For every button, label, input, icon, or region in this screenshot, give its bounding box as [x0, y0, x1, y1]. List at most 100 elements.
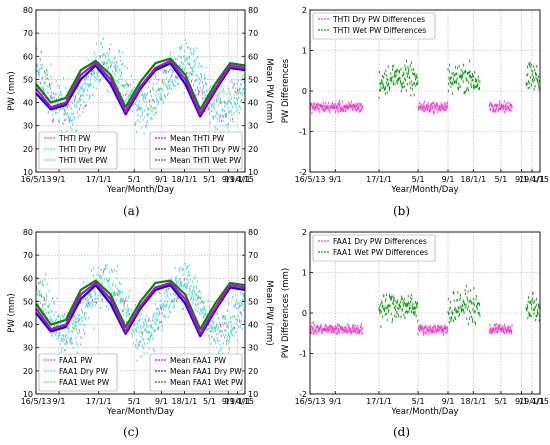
y-tick-label: 60: [23, 52, 33, 61]
y-tick-label-right: 50: [248, 75, 258, 84]
legend-marker: [164, 148, 166, 150]
y-tick-label-right: 60: [248, 274, 258, 283]
legend-marker: [155, 381, 157, 383]
legend-marker: [44, 137, 46, 139]
legend-marker: [44, 370, 46, 372]
x-tick-label: 19/1/1: [225, 397, 251, 406]
x-tick-label: 9/1: [442, 397, 455, 406]
legend-left: FAA1 PW FAA1 Dry PW FAA1 Wet PW: [38, 353, 118, 392]
x-tick-label: 5/1: [494, 397, 507, 406]
y-tick-label: 20: [23, 145, 33, 154]
x-tick-label: 18/1/1: [460, 175, 486, 184]
legend-marker: [161, 137, 163, 139]
legend-marker: [318, 18, 320, 20]
x-tick-label: 9/1: [442, 175, 455, 184]
legend-marker: [44, 159, 46, 161]
x-tick-label: 18/1/1: [172, 397, 198, 406]
x-tick-label: 5/1: [128, 397, 141, 406]
x-tick-label: 19/1/1: [519, 175, 545, 184]
legend-marker: [318, 251, 320, 253]
x-tick-label: 4/15: [531, 175, 549, 184]
legend-box: [149, 353, 243, 392]
x-tick-label: 17/1/1: [366, 175, 392, 184]
legend-label: THTI Wet PW Differences: [332, 26, 426, 35]
y-tick-label: 60: [23, 274, 33, 283]
y-tick-label: 50: [23, 75, 33, 84]
legend: THTI Dry PW Differences THTI Wet PW Diffe…: [312, 12, 436, 40]
legend-box: [312, 12, 436, 40]
legend-marker: [155, 370, 157, 372]
legend-right: Mean FAA1 PW Mean FAA1 Dry PW Mean FAA1 We…: [149, 353, 244, 392]
x-tick-label: 17/1/1: [86, 175, 112, 184]
legend-marker: [44, 148, 46, 150]
x-tick-label: 9/1: [53, 397, 66, 406]
plot-frame: [35, 9, 246, 173]
legend-marker: [155, 148, 157, 150]
y-tick-label: 1: [302, 47, 307, 56]
legend-marker: [161, 148, 163, 150]
legend-marker: [47, 359, 49, 361]
legend-marker: [158, 381, 160, 383]
x-axis-label: Year/Month/Day: [390, 185, 458, 195]
x-tick-label: 16/5/13: [21, 397, 52, 406]
legend-marker: [50, 148, 52, 150]
y-tick-label: 20: [23, 367, 33, 376]
legend-right: Mean THTI PW Mean THTI Dry PW Mean THTI We…: [149, 131, 243, 170]
legend-label: THTI Dry PW: [58, 145, 107, 154]
legend-marker: [327, 240, 329, 242]
panel-label-a: (a): [123, 204, 140, 218]
y-tick-label: 10: [23, 168, 33, 177]
legend-label: FAA1 Dry PW Differences: [333, 237, 427, 246]
legend-box: [149, 131, 243, 170]
x-tick-label: 5/1: [203, 397, 216, 406]
y-tick-label-right: 40: [248, 99, 258, 108]
series-mean-wet-line: [35, 57, 246, 111]
legend-marker: [53, 148, 55, 150]
legend-label: FAA1 PW: [59, 356, 93, 365]
legend-marker: [47, 148, 49, 150]
legend-marker: [158, 148, 160, 150]
legend-label: FAA1 Wet PW: [59, 378, 110, 387]
x-tick-label: 4/15: [531, 397, 549, 406]
legend-marker: [327, 29, 329, 31]
legend-marker: [47, 370, 49, 372]
y-axis-label: PW (mm): [7, 71, 17, 110]
legend-marker: [155, 159, 157, 161]
legend-box: [312, 234, 436, 262]
y-tick-label-right: 20: [248, 367, 258, 376]
legend-marker: [155, 359, 157, 361]
legend-marker: [53, 359, 55, 361]
x-tick-label: 18/1/1: [460, 397, 486, 406]
legend-marker: [53, 137, 55, 139]
y-tick-label: -2: [299, 390, 307, 399]
series-mean-wet-line: [35, 279, 246, 331]
x-tick-label: 9/1: [53, 175, 66, 184]
y-tick-label: 70: [23, 251, 33, 260]
legend-marker: [327, 18, 329, 20]
y-axis-label: PW Differences (mm): [281, 268, 291, 358]
legend-marker: [44, 359, 46, 361]
y-tick-label: 0: [302, 87, 307, 96]
y-tick-label-right: 80: [248, 228, 258, 237]
legend-marker: [164, 137, 166, 139]
legend-label: FAA1 Dry PW: [59, 367, 108, 376]
y-tick-label-right: 10: [248, 168, 258, 177]
legend-label: Mean FAA1 Wet PW: [170, 378, 244, 387]
y-tick-label-right: 30: [248, 122, 258, 131]
y-tick-label: -2: [299, 168, 307, 177]
legend-marker: [155, 137, 157, 139]
legend-marker: [161, 381, 163, 383]
y-axis-label-right: Mean PW (mm): [264, 280, 274, 345]
legend-label: Mean THTI PW: [170, 134, 225, 143]
y-tick-label: 80: [23, 228, 33, 237]
y-tick-label: 2: [302, 228, 307, 237]
legend-marker: [324, 29, 326, 31]
x-tick-label: 17/1/1: [86, 397, 112, 406]
legend-marker: [161, 370, 163, 372]
legend-marker: [50, 359, 52, 361]
legend-box: [38, 353, 118, 392]
